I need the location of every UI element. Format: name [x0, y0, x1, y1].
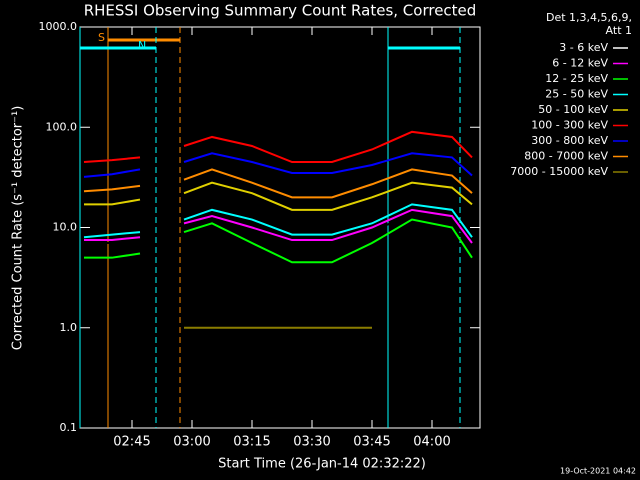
legend-title: Det 1,3,4,5,6,9,: [546, 11, 632, 24]
x-tick-label: 02:45: [113, 435, 150, 450]
series-line: [183, 181, 473, 211]
legend-label: 7000 - 15000 keV: [510, 165, 608, 178]
series-line: [83, 231, 141, 239]
series-line: [83, 156, 141, 164]
y-axis-label: Corrected Count Rate (s⁻¹ detector⁻¹): [11, 106, 26, 351]
footer: 19-Oct-2021 04:42: [560, 467, 636, 476]
x-tick-label: 03:15: [233, 435, 270, 450]
series-line: [183, 208, 473, 244]
legend-label: 6 - 12 keV: [552, 57, 608, 70]
y-tick-label: 1.0: [60, 321, 78, 334]
x-axis-label: Start Time (26-Jan-14 02:32:22): [218, 457, 426, 472]
series-line: [183, 168, 473, 199]
x-tick-label: 03:00: [173, 435, 210, 450]
series-line: [84, 198, 141, 206]
legend-label: 800 - 7000 keV: [524, 150, 608, 163]
legend-label: 50 - 100 keV: [538, 103, 608, 116]
series-line: [183, 152, 473, 177]
legend-label: 100 - 300 keV: [531, 119, 608, 132]
interval-label: S: [98, 31, 105, 44]
legend-title: Att 1: [606, 24, 632, 37]
y-tick-label: 10.0: [53, 221, 78, 234]
plot-frame: [79, 26, 481, 429]
legend-label: 3 - 6 keV: [559, 41, 608, 54]
series-line: [183, 203, 473, 238]
series-line: [183, 211, 473, 248]
series-line: [183, 218, 473, 264]
series-line: [84, 236, 141, 242]
chart-title: RHESSI Observing Summary Count Rates, Co…: [84, 2, 477, 20]
legend-label: 12 - 25 keV: [545, 72, 608, 85]
y-tick-label: 100.0: [46, 120, 78, 133]
legend-label: 300 - 800 keV: [531, 134, 608, 147]
y-tick-label: 1000.0: [39, 20, 78, 33]
series-line: [183, 130, 473, 164]
interval-label: N: [138, 39, 146, 52]
series-line: [83, 168, 141, 178]
series-line: [84, 252, 141, 259]
series-line: [84, 239, 141, 245]
x-tick-label: 03:30: [293, 435, 330, 450]
x-tick-label: 04:00: [413, 435, 450, 450]
y-tick-label: 0.1: [60, 421, 78, 434]
x-tick-label: 03:45: [353, 435, 390, 450]
series-line: [83, 184, 141, 193]
legend-label: 25 - 50 keV: [545, 88, 608, 101]
